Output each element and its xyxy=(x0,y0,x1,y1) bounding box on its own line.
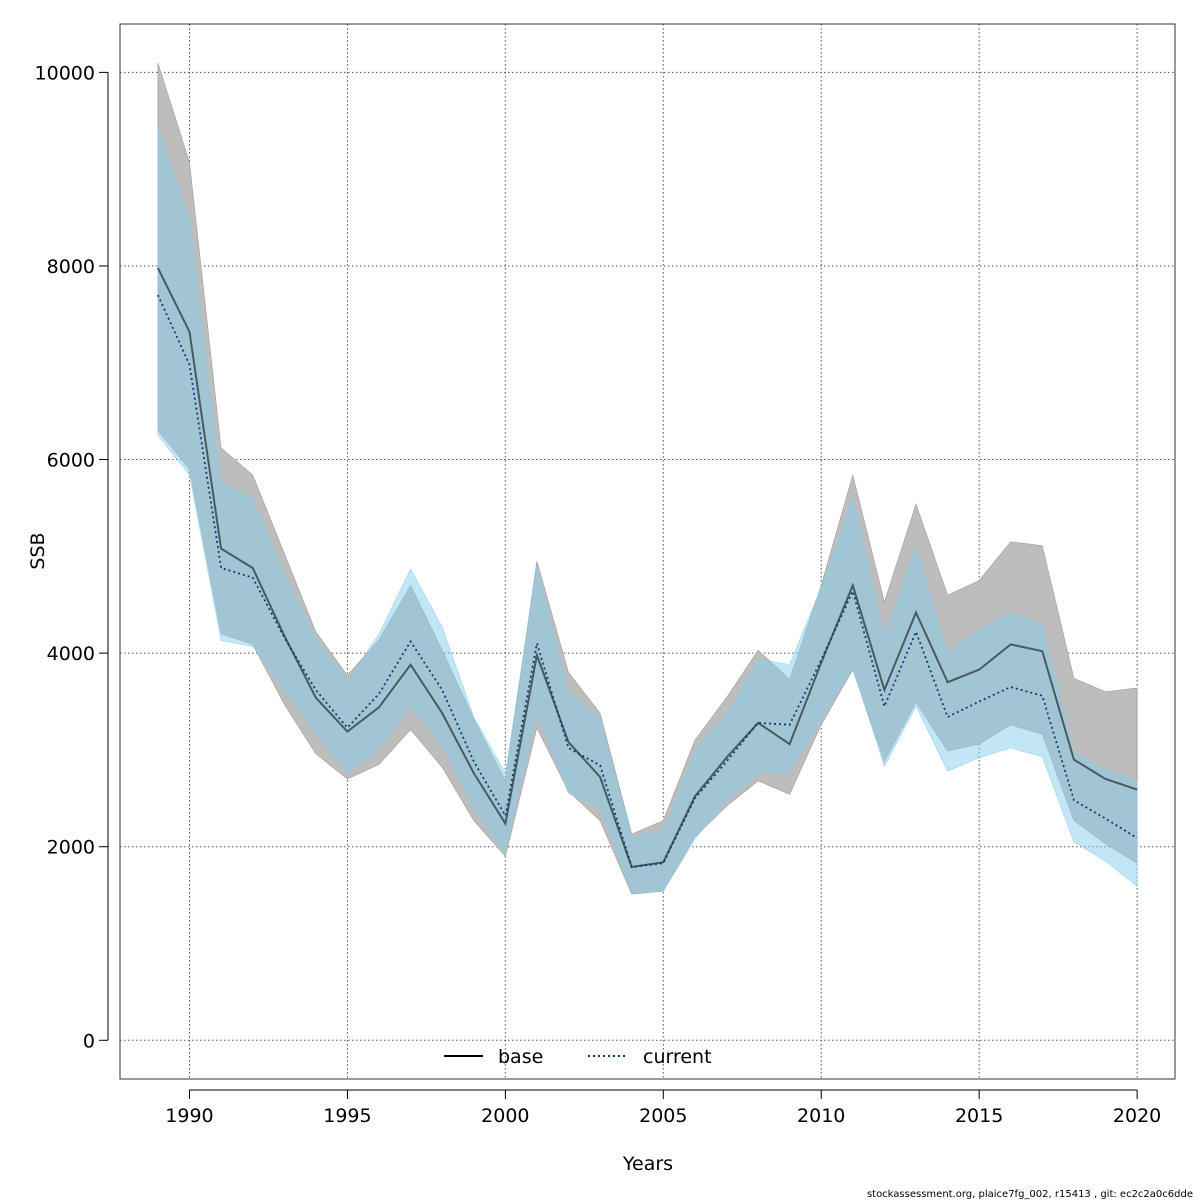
confidence-bands xyxy=(157,62,1138,895)
x-tick-label: 2015 xyxy=(955,1105,1003,1127)
x-tick-label: 2005 xyxy=(639,1105,687,1127)
y-tick-label: 2000 xyxy=(47,837,95,859)
axes: 1990 1995 2000 2005 2010 2015 2020 0 2000 4000 600… xyxy=(35,62,1162,1127)
band-current xyxy=(157,128,1138,894)
legend: base current xyxy=(444,1046,712,1068)
y-tick-label: 6000 xyxy=(47,450,95,472)
x-tick-label: 1990 xyxy=(165,1105,213,1127)
x-tick-label: 2010 xyxy=(797,1105,845,1127)
x-axis-title: Years xyxy=(622,1153,673,1175)
legend-label-current: current xyxy=(643,1046,712,1068)
legend-label-base: base xyxy=(498,1046,543,1068)
series-lines xyxy=(157,267,1138,869)
y-tick-label: 8000 xyxy=(47,256,95,278)
y-tick-label: 10000 xyxy=(35,62,95,84)
y-axis-title: SSB xyxy=(27,532,49,569)
y-tick-label: 0 xyxy=(83,1030,95,1052)
footnote: stockassessment.org, plaice7fg_002, r154… xyxy=(867,1189,1193,1200)
x-tick-label: 2020 xyxy=(1113,1105,1161,1127)
y-tick-label: 4000 xyxy=(47,643,95,665)
x-tick-label: 2000 xyxy=(481,1105,529,1127)
plot-frame xyxy=(119,23,1176,1080)
line-base xyxy=(157,267,1138,869)
x-tick-label: 1995 xyxy=(323,1105,371,1127)
